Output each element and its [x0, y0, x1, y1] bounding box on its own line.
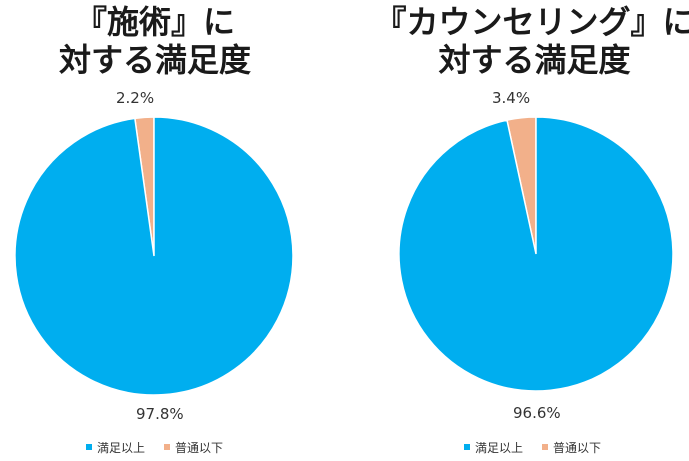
- data-label-satisfied: 97.8%: [136, 405, 184, 423]
- legend-item-neutral-or-below: 普通以下: [164, 439, 223, 456]
- legend-label: 普通以下: [175, 441, 224, 455]
- legend-label: 満足以上: [97, 441, 146, 455]
- legend-swatch-neutral-or-below: [542, 444, 548, 450]
- legend-label: 普通以下: [553, 441, 602, 455]
- chart-title-line1: 『カウンセリング』に: [374, 3, 689, 41]
- chart-title-line2: 対する満足度: [58, 41, 251, 79]
- chart-panel-treatment: 『施術』に 対する満足度 2.2% 97.8% 満足以上 普通以下: [0, 0, 310, 461]
- pie-chart: [398, 116, 674, 392]
- pie-chart: [14, 116, 294, 396]
- chart-title-line1: 『施術』に: [74, 3, 235, 41]
- pie-slice-satisfied: [14, 116, 294, 396]
- chart-panel-counseling: 『カウンセリング』に 対する満足度 3.4% 96.6% 満足以上 普通以下: [374, 0, 689, 461]
- legend-swatch-satisfied: [86, 444, 92, 450]
- legend-item-neutral-or-below: 普通以下: [542, 439, 601, 456]
- pie-slice-satisfied: [398, 116, 674, 392]
- legend-item-satisfied: 満足以上: [464, 439, 523, 456]
- legend-swatch-neutral-or-below: [164, 444, 170, 450]
- legend-label: 満足以上: [475, 441, 524, 455]
- data-label-neutral-or-below: 2.2%: [116, 89, 155, 107]
- legend-swatch-satisfied: [464, 444, 470, 450]
- data-label-satisfied: 96.6%: [513, 404, 561, 422]
- chart-title-line2: 対する満足度: [438, 41, 631, 79]
- data-label-neutral-or-below: 3.4%: [492, 89, 531, 107]
- legend-item-satisfied: 満足以上: [86, 439, 145, 456]
